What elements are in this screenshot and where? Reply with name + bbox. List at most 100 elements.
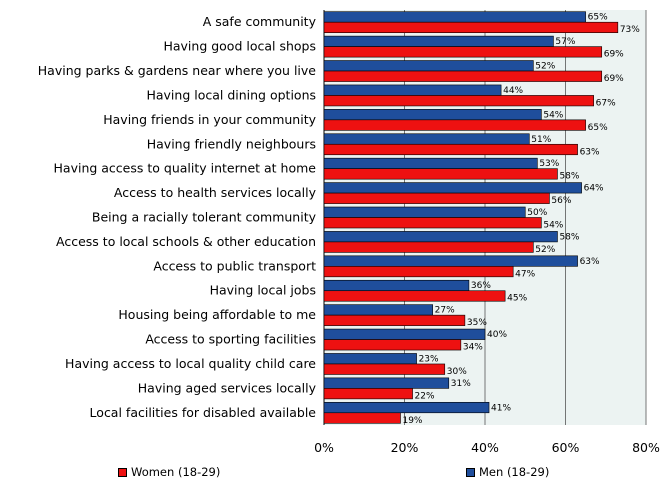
bar-women	[323, 217, 542, 229]
value-label-women: 45%	[507, 294, 527, 304]
category-label: Having access to quality internet at hom…	[54, 161, 317, 176]
value-label-women: 65%	[588, 123, 608, 133]
bar-women	[323, 266, 514, 278]
bar-women	[323, 119, 586, 131]
bar-women	[323, 70, 603, 82]
bar-men	[323, 353, 417, 365]
bar-women	[323, 314, 466, 326]
category-label: Being a racially tolerant community	[92, 210, 317, 225]
value-labels: 65%73%57%69%52%69%44%67%54%65%51%63%53%5…	[402, 13, 640, 426]
value-label-men: 51%	[531, 135, 551, 145]
bar-men	[323, 255, 578, 267]
value-label-men: 53%	[539, 159, 559, 169]
category-label: Having friendly neighbours	[147, 136, 316, 151]
value-label-men: 58%	[559, 232, 579, 242]
bar-women	[323, 46, 603, 58]
bar-women	[323, 192, 550, 204]
value-label-women: 54%	[543, 221, 563, 231]
bar-men	[323, 401, 490, 414]
bar-men	[323, 304, 433, 316]
value-label-men: 63%	[580, 257, 600, 267]
value-label-men: 54%	[543, 110, 563, 120]
value-label-men: 65%	[588, 13, 608, 23]
bar-men	[323, 157, 538, 169]
category-label: Having friends in your community	[103, 112, 316, 127]
value-label-men: 64%	[584, 184, 604, 194]
value-label-men: 52%	[535, 62, 555, 72]
bars	[323, 11, 619, 424]
legend-men-label: Men (18-29)	[479, 465, 550, 479]
category-label: Having local jobs	[210, 283, 316, 298]
bar-women	[323, 363, 446, 375]
value-label-men: 40%	[487, 330, 507, 340]
legend-women: Women (18-29)	[118, 465, 220, 479]
bar-men	[323, 279, 470, 292]
x-tick-label: 60%	[552, 440, 580, 455]
x-tick-labels: 0% 20% 40% 60% 80%	[314, 440, 660, 455]
bar-men	[323, 231, 558, 243]
legend-men-swatch	[466, 467, 475, 477]
value-label-women: 63%	[580, 147, 600, 157]
category-label: Having aged services locally	[138, 380, 317, 395]
value-label-women: 47%	[515, 269, 535, 279]
value-label-women: 69%	[604, 50, 624, 60]
x-tick-label: 0%	[314, 440, 334, 455]
value-label-men: 57%	[555, 37, 575, 47]
bar-women	[323, 241, 534, 253]
category-label: Local facilities for disabled available	[90, 405, 317, 420]
bar-women	[323, 388, 413, 400]
value-label-women: 58%	[559, 172, 579, 182]
x-tick-label: 80%	[632, 440, 660, 455]
value-label-women: 73%	[620, 25, 640, 35]
bar-men	[323, 377, 450, 389]
value-label-men: 23%	[419, 354, 439, 364]
category-label: Access to health services locally	[114, 185, 317, 200]
legend-women-label: Women (18-29)	[131, 465, 221, 479]
category-label: Having local dining options	[146, 87, 316, 102]
bar-women	[323, 143, 578, 156]
bar-men	[323, 133, 530, 145]
bar-men	[323, 84, 502, 96]
bar-men	[323, 35, 554, 47]
bar-men	[323, 109, 542, 121]
value-label-women: 34%	[463, 343, 483, 353]
bar-women	[323, 95, 594, 107]
value-label-men: 31%	[451, 379, 471, 389]
value-label-women: 56%	[551, 196, 571, 206]
category-label: Having good local shops	[163, 39, 316, 54]
legend-men: Men (18-29)	[466, 465, 549, 479]
bar-women	[323, 21, 619, 34]
value-label-men: 41%	[491, 403, 511, 413]
category-label: A safe community	[203, 14, 317, 29]
value-label-women: 19%	[402, 416, 422, 426]
x-tick-label: 20%	[391, 440, 419, 455]
x-tick-label: 40%	[471, 440, 499, 455]
bar-men	[323, 182, 582, 194]
bar-women	[323, 168, 558, 180]
value-label-women: 52%	[535, 245, 555, 255]
category-label: Access to public transport	[153, 258, 316, 273]
value-label-men: 50%	[527, 208, 547, 218]
bar-men	[323, 60, 534, 72]
bar-men	[323, 328, 486, 340]
bar-men	[323, 206, 526, 218]
bar-women	[323, 290, 506, 302]
value-label-women: 67%	[596, 98, 616, 108]
category-label: Access to sporting facilities	[145, 332, 316, 347]
bar-women	[323, 412, 401, 424]
value-label-women: 35%	[467, 318, 487, 328]
value-label-men: 27%	[435, 306, 455, 316]
category-label: Having parks & gardens near where you li…	[38, 63, 317, 78]
bar-women	[323, 339, 462, 351]
value-label-women: 22%	[415, 391, 435, 401]
value-label-men: 44%	[503, 86, 523, 96]
value-label-men: 36%	[471, 281, 491, 291]
category-labels: A safe community Having good local shops H…	[38, 14, 317, 420]
category-label: Access to local schools & other educatio…	[56, 234, 316, 249]
bar-men	[323, 11, 586, 23]
category-label: Having access to local quality child car…	[65, 356, 316, 371]
value-label-women: 69%	[604, 74, 624, 84]
category-label: Housing being affordable to me	[118, 307, 316, 322]
value-label-women: 30%	[447, 367, 467, 377]
